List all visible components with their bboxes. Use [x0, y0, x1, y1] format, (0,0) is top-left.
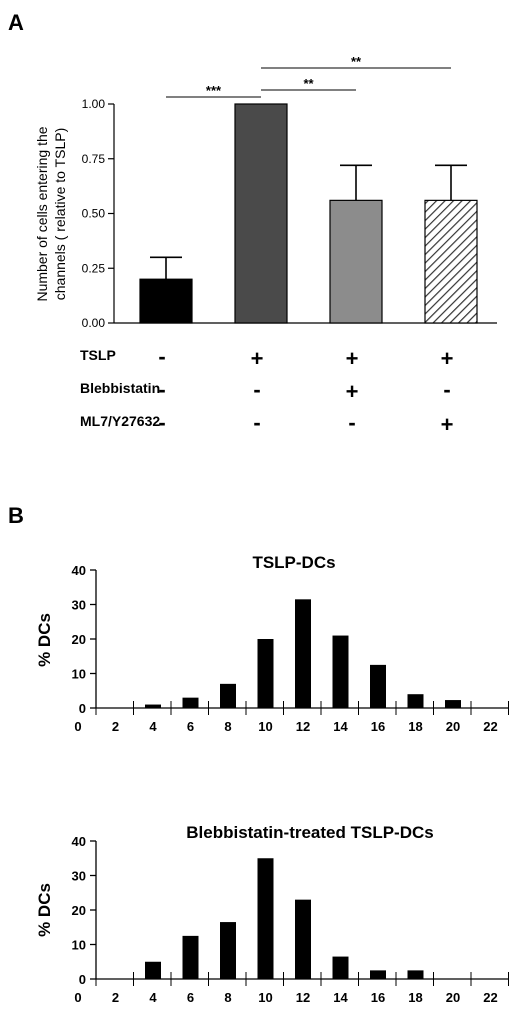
panel-label-a: A — [8, 10, 24, 35]
condition-sign: + — [346, 379, 359, 404]
x-tick-label: 6 — [187, 990, 194, 1005]
condition-sign: + — [441, 412, 454, 437]
histogram-y-label: % DCs — [35, 613, 54, 667]
histogram-bar — [220, 922, 236, 979]
condition-table: TSLP - + + +Blebbistatin- - + -ML7/Y27632- - - + — [80, 344, 453, 437]
significance-label: ** — [303, 76, 314, 91]
x-tick-label: 16 — [371, 990, 385, 1005]
condition-sign: - — [253, 410, 260, 435]
y-tick-label: 0 — [79, 701, 86, 716]
x-tick-label: 16 — [371, 719, 385, 734]
condition-label: TSLP — [80, 347, 116, 363]
y-tick-label: 30 — [72, 598, 86, 613]
significance-label: *** — [206, 83, 222, 98]
x-tick-label: 20 — [446, 719, 460, 734]
y-tick-label: 0 — [79, 972, 86, 987]
condition-label: ML7/Y27632 — [80, 413, 160, 429]
histogram-bar — [182, 697, 199, 708]
y-tick-label: 20 — [72, 632, 86, 647]
histogram-bar — [407, 970, 424, 979]
condition-sign: - — [158, 344, 165, 369]
histogram-bar — [182, 935, 199, 979]
x-tick-label: 18 — [408, 990, 422, 1005]
x-tick-label: 10 — [258, 719, 272, 734]
x-tick-label: 18 — [408, 719, 422, 734]
x-tick-label: 2 — [112, 990, 119, 1005]
histogram-bar — [220, 683, 236, 708]
histogram-bar — [445, 700, 461, 708]
y-tick-label: 0.25 — [82, 261, 106, 275]
condition-sign: - — [348, 410, 355, 435]
histogram-bar — [332, 635, 349, 708]
y-tick-label: 40 — [72, 563, 86, 578]
y-tick-label: 1.00 — [82, 97, 106, 111]
histogram-title: TSLP-DCs — [252, 553, 335, 572]
x-tick-label: 14 — [333, 719, 348, 734]
significance-label: ** — [351, 54, 362, 69]
histogram-bar — [257, 639, 274, 708]
x-tick-label: 2 — [112, 719, 119, 734]
y-axis-label-line1: Number of cells entering the — [34, 126, 50, 301]
condition-label: Blebbistatin — [80, 380, 160, 396]
condition-sign: - — [158, 410, 165, 435]
histogram-bar — [295, 899, 311, 979]
condition-sign: + — [441, 346, 454, 371]
x-tick-label: 0 — [74, 990, 81, 1005]
histogram-y-label: % DCs — [35, 883, 54, 937]
x-tick-label: 20 — [446, 990, 460, 1005]
y-tick-label: 0.50 — [82, 207, 106, 221]
y-axis-label-line2: channels ( relative to TSLP) — [52, 128, 68, 301]
histogram-bar — [145, 961, 161, 979]
histogram-title: Blebbistatin-treated TSLP-DCs — [186, 823, 433, 842]
histogram-bar — [295, 599, 311, 708]
x-tick-label: 8 — [224, 990, 231, 1005]
x-tick-label: 10 — [258, 990, 272, 1005]
x-tick-label: 0 — [74, 719, 81, 734]
y-tick-label: 40 — [72, 834, 86, 849]
histogram-blebbistatin-dcs: Blebbistatin-treated TSLP-DCs % DCs 0 10 2… — [35, 823, 509, 1005]
condition-sign: + — [251, 346, 264, 371]
condition-sign: + — [346, 346, 359, 371]
histogram-bar — [332, 956, 349, 979]
y-tick-label: 0.00 — [82, 316, 106, 330]
y-tick-label: 10 — [72, 938, 86, 953]
histogram-bar — [370, 664, 386, 708]
x-tick-label: 12 — [296, 990, 310, 1005]
y-tick-label: 10 — [72, 667, 86, 682]
condition-sign: - — [158, 377, 165, 402]
histogram-bar — [145, 704, 161, 708]
x-tick-label: 22 — [483, 990, 497, 1005]
histogram-bar — [370, 970, 386, 979]
x-tick-label: 14 — [333, 990, 348, 1005]
histogram-tslp-dcs: TSLP-DCs % DCs 0 10 20 30 40 0 2 4 6 8 10 12 14 16 18 2… — [35, 553, 509, 734]
bar — [234, 103, 288, 324]
y-tick-label: 30 — [72, 869, 86, 884]
histogram-bar — [407, 694, 424, 708]
condition-sign: - — [253, 377, 260, 402]
x-tick-label: 12 — [296, 719, 310, 734]
x-tick-label: 22 — [483, 719, 497, 734]
panel-label-b: B — [8, 503, 24, 528]
bar — [424, 199, 478, 324]
x-tick-label: 8 — [224, 719, 231, 734]
bar — [139, 278, 193, 324]
condition-sign: - — [443, 377, 450, 402]
histogram-bar — [257, 858, 274, 979]
migration-bar-chart: Number of cells entering the channels ( … — [34, 54, 497, 330]
y-tick-label: 20 — [72, 903, 86, 918]
bar — [329, 199, 383, 324]
x-tick-label: 4 — [149, 719, 157, 734]
y-tick-label: 0.75 — [82, 152, 106, 166]
x-tick-label: 4 — [149, 990, 157, 1005]
x-tick-label: 6 — [187, 719, 194, 734]
